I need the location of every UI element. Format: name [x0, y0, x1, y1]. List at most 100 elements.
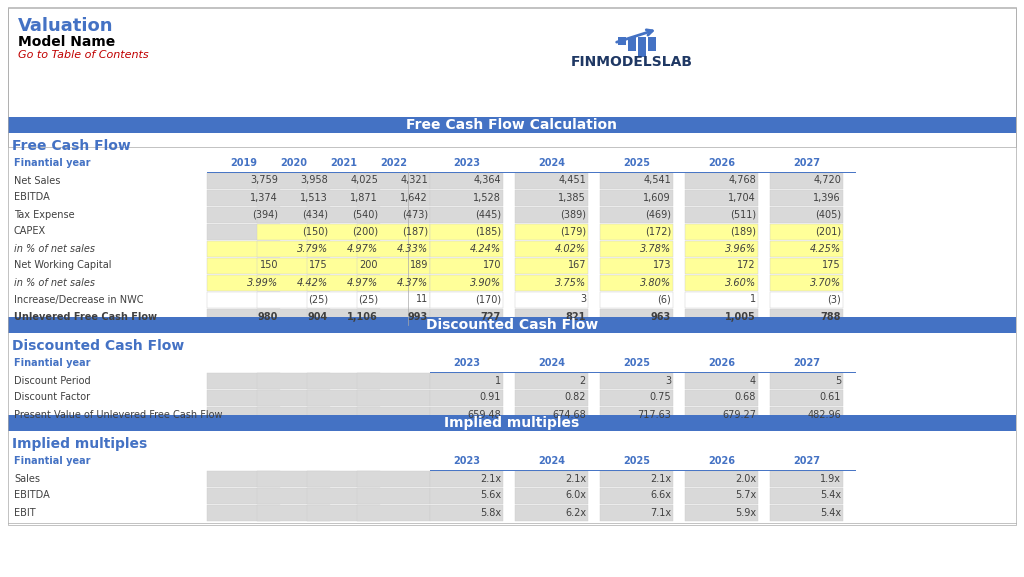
FancyBboxPatch shape [770, 471, 843, 487]
FancyBboxPatch shape [685, 173, 758, 189]
FancyBboxPatch shape [430, 190, 503, 206]
FancyBboxPatch shape [515, 505, 588, 521]
Text: 980: 980 [258, 312, 278, 321]
FancyBboxPatch shape [685, 505, 758, 521]
Text: 3: 3 [665, 376, 671, 385]
FancyBboxPatch shape [515, 471, 588, 487]
Text: Sales: Sales [14, 474, 40, 484]
Text: Tax Expense: Tax Expense [14, 209, 75, 219]
Text: 0.75: 0.75 [649, 392, 671, 403]
Text: 4.02%: 4.02% [555, 243, 586, 253]
Text: 6.2x: 6.2x [565, 508, 586, 518]
FancyBboxPatch shape [357, 407, 430, 423]
Text: 4,451: 4,451 [558, 175, 586, 185]
FancyBboxPatch shape [600, 407, 673, 423]
FancyBboxPatch shape [600, 390, 673, 406]
FancyBboxPatch shape [307, 471, 380, 487]
FancyBboxPatch shape [307, 309, 380, 325]
Text: (25): (25) [357, 294, 378, 305]
FancyBboxPatch shape [357, 488, 430, 504]
FancyBboxPatch shape [357, 207, 430, 223]
FancyBboxPatch shape [257, 207, 330, 223]
Text: 200: 200 [359, 260, 378, 271]
FancyBboxPatch shape [515, 275, 588, 291]
FancyBboxPatch shape [515, 190, 588, 206]
FancyBboxPatch shape [257, 173, 330, 189]
FancyBboxPatch shape [515, 258, 588, 274]
Text: Free Cash Flow Calculation: Free Cash Flow Calculation [407, 118, 617, 132]
FancyBboxPatch shape [207, 173, 280, 189]
Text: (172): (172) [645, 227, 671, 237]
FancyBboxPatch shape [357, 190, 430, 206]
FancyBboxPatch shape [685, 292, 758, 308]
FancyBboxPatch shape [600, 505, 673, 521]
Text: 1: 1 [495, 376, 501, 385]
FancyBboxPatch shape [430, 505, 503, 521]
FancyBboxPatch shape [628, 37, 636, 51]
Text: (405): (405) [815, 209, 841, 219]
FancyBboxPatch shape [307, 407, 380, 423]
FancyBboxPatch shape [600, 488, 673, 504]
Text: 167: 167 [567, 260, 586, 271]
Text: (445): (445) [475, 209, 501, 219]
FancyBboxPatch shape [207, 258, 280, 274]
Text: 2.1x: 2.1x [650, 474, 671, 484]
Text: (473): (473) [401, 209, 428, 219]
Text: Finantial year: Finantial year [14, 358, 90, 369]
FancyBboxPatch shape [430, 224, 503, 240]
Text: FINMODELSLAB: FINMODELSLAB [571, 55, 693, 69]
Text: 2026: 2026 [708, 358, 735, 369]
Text: 717.63: 717.63 [637, 410, 671, 419]
Text: 5.9x: 5.9x [735, 508, 756, 518]
FancyBboxPatch shape [257, 505, 330, 521]
Text: Discounted Cash Flow: Discounted Cash Flow [12, 339, 184, 353]
FancyBboxPatch shape [515, 407, 588, 423]
FancyBboxPatch shape [515, 224, 588, 240]
FancyBboxPatch shape [307, 224, 380, 240]
FancyBboxPatch shape [357, 173, 430, 189]
Text: 2025: 2025 [623, 159, 650, 168]
FancyBboxPatch shape [430, 173, 503, 189]
Text: CAPEX: CAPEX [14, 227, 46, 237]
FancyBboxPatch shape [430, 258, 503, 274]
Text: 1,513: 1,513 [300, 193, 328, 203]
Text: EBIT: EBIT [14, 508, 36, 518]
Text: 2024: 2024 [538, 159, 565, 168]
Text: 4,364: 4,364 [473, 175, 501, 185]
Text: (6): (6) [657, 294, 671, 305]
FancyBboxPatch shape [685, 373, 758, 389]
FancyBboxPatch shape [8, 7, 1016, 147]
Text: 175: 175 [822, 260, 841, 271]
FancyBboxPatch shape [207, 407, 280, 423]
Text: 170: 170 [482, 260, 501, 271]
Text: 1.9x: 1.9x [820, 474, 841, 484]
FancyBboxPatch shape [257, 309, 330, 325]
FancyBboxPatch shape [600, 258, 673, 274]
Text: 172: 172 [737, 260, 756, 271]
Text: 2019: 2019 [230, 159, 257, 168]
FancyBboxPatch shape [600, 309, 673, 325]
Text: 5.4x: 5.4x [820, 508, 841, 518]
FancyBboxPatch shape [685, 309, 758, 325]
FancyBboxPatch shape [8, 415, 1016, 431]
FancyBboxPatch shape [207, 390, 280, 406]
Text: 3,759: 3,759 [250, 175, 278, 185]
Text: 1: 1 [750, 294, 756, 305]
Text: (469): (469) [645, 209, 671, 219]
FancyBboxPatch shape [357, 241, 430, 257]
Text: 3.70%: 3.70% [810, 278, 841, 287]
Text: 1,396: 1,396 [813, 193, 841, 203]
Text: 2.0x: 2.0x [735, 474, 756, 484]
FancyBboxPatch shape [770, 505, 843, 521]
Text: 727: 727 [480, 312, 501, 321]
FancyBboxPatch shape [770, 373, 843, 389]
FancyBboxPatch shape [207, 275, 280, 291]
FancyBboxPatch shape [685, 390, 758, 406]
Text: Finantial year: Finantial year [14, 456, 90, 466]
Text: 2.1x: 2.1x [480, 474, 501, 484]
Text: 175: 175 [309, 260, 328, 271]
Text: 788: 788 [820, 312, 841, 321]
Text: 2022: 2022 [380, 159, 407, 168]
Text: (187): (187) [401, 227, 428, 237]
Text: 993: 993 [408, 312, 428, 321]
